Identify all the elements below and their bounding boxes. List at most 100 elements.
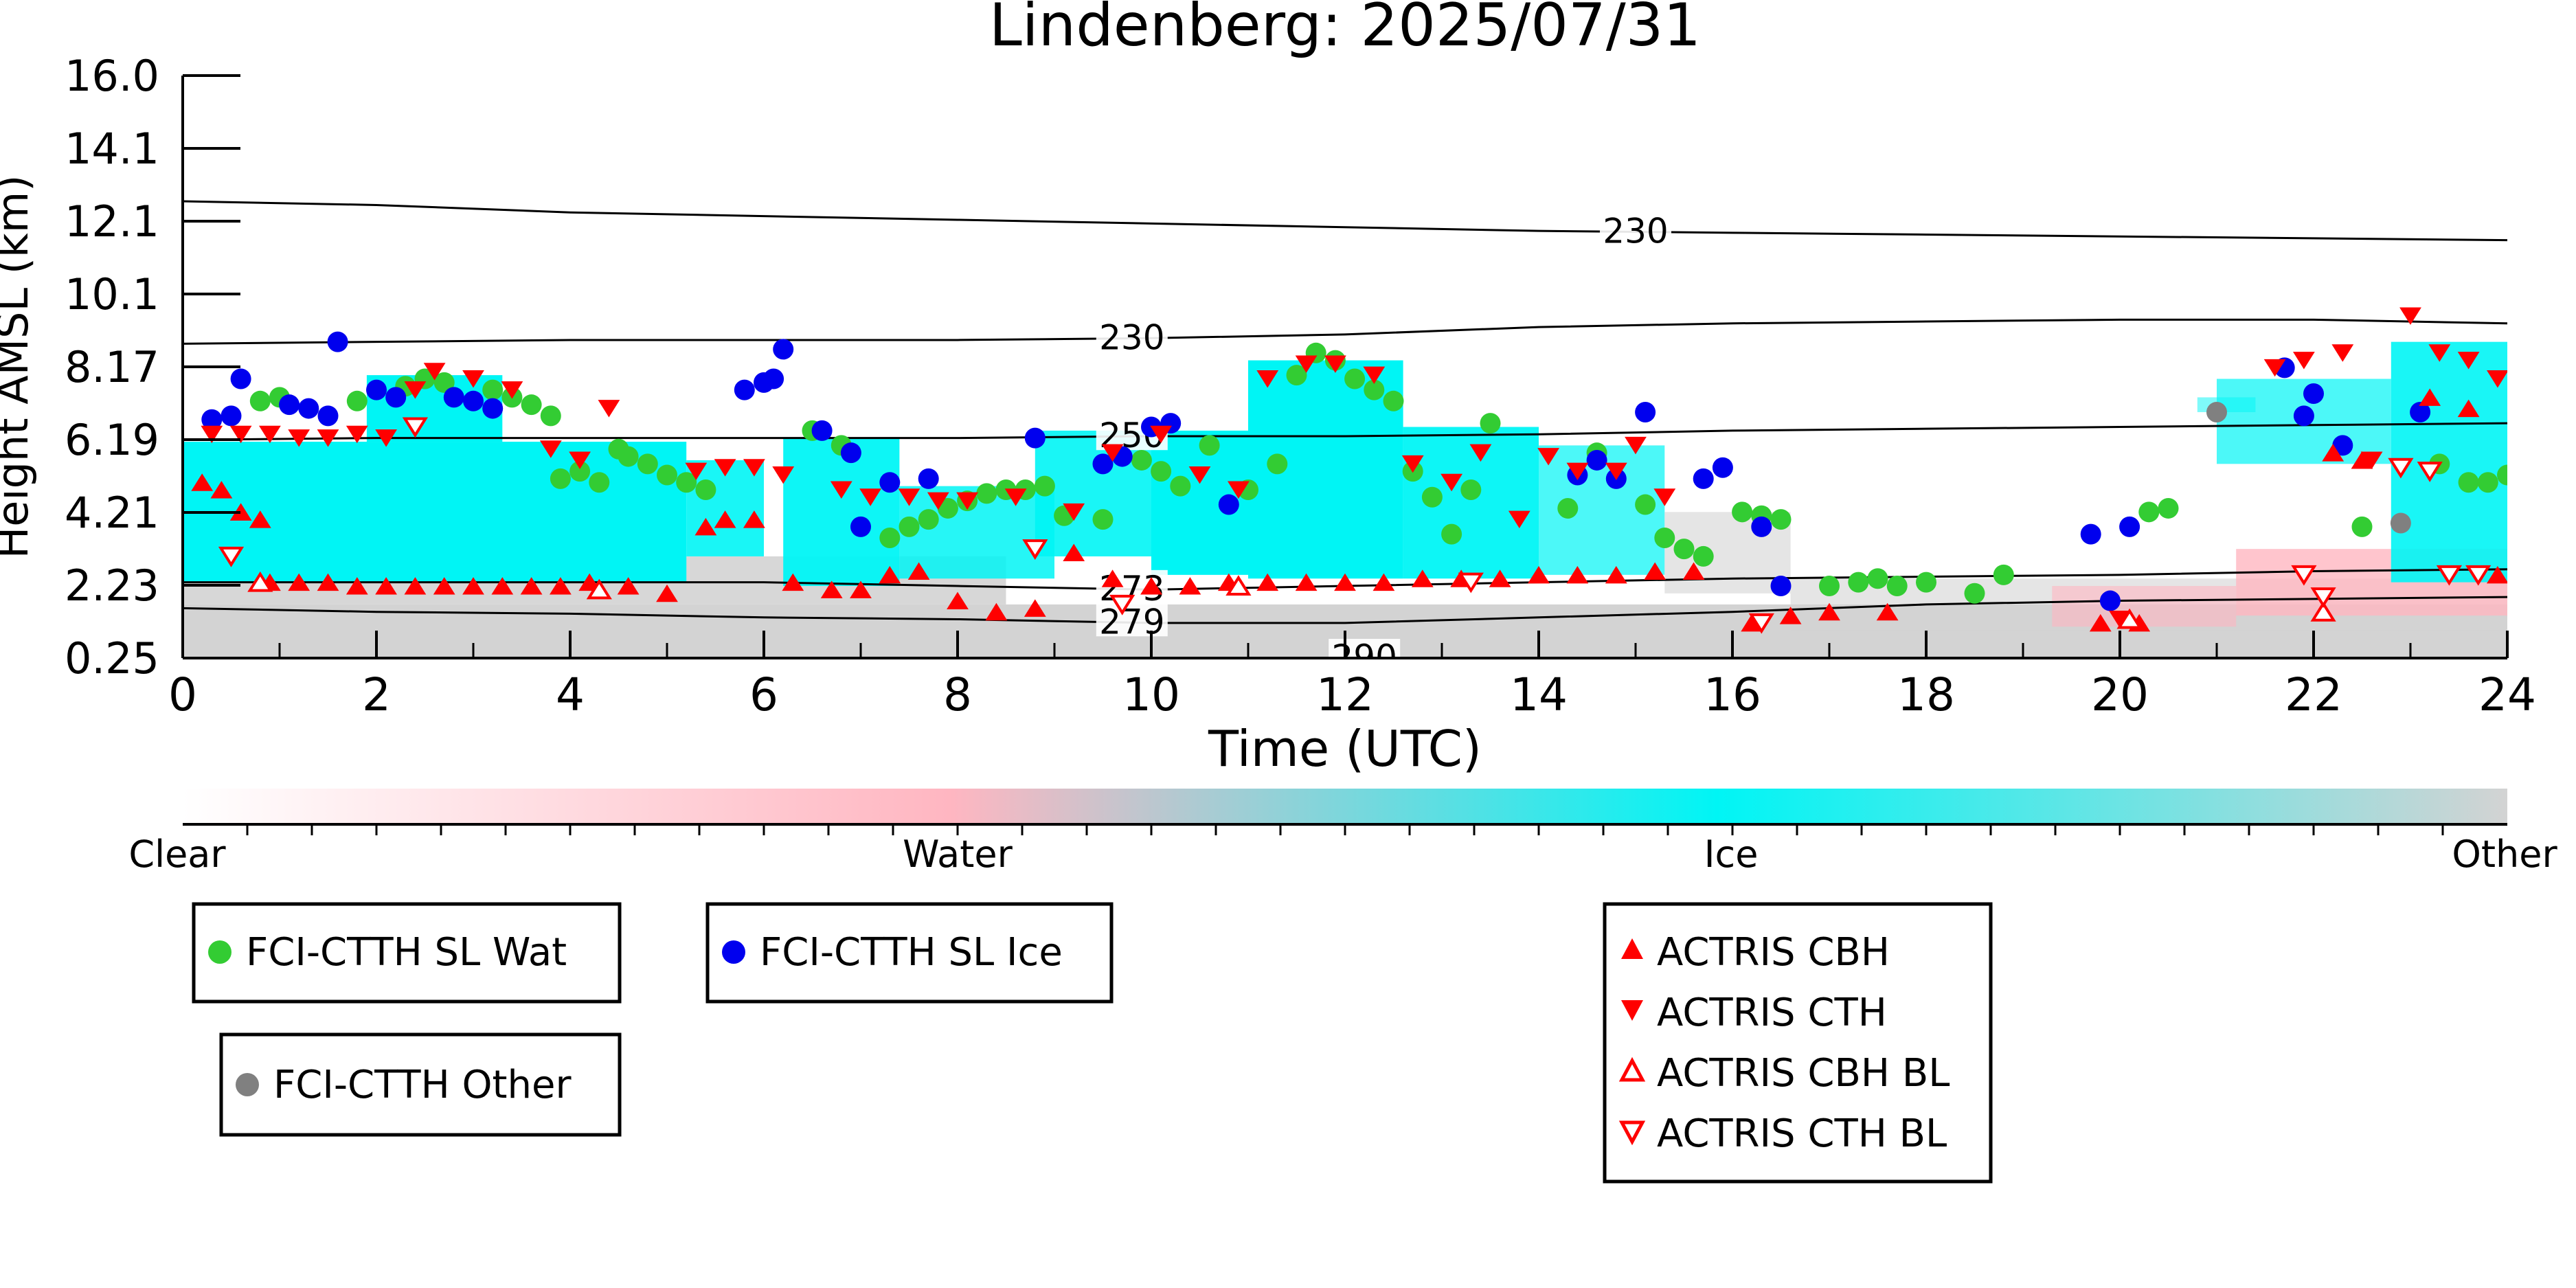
marker-fci-ctth-sl-wat xyxy=(433,372,455,393)
marker-fci-ctth-sl-ice xyxy=(2303,383,2324,405)
y-tick-label: 2.23 xyxy=(65,561,159,611)
marker-actris-cbh xyxy=(2089,613,2112,632)
x-tick-label: 8 xyxy=(943,668,972,721)
marker-actris-cth xyxy=(404,381,427,399)
cloud-mask-region xyxy=(183,442,687,583)
marker-actris-cbh xyxy=(1644,562,1667,580)
legend-label-wat: FCI-CTTH SL Wat xyxy=(246,930,567,975)
legend-marker-other xyxy=(236,1073,259,1096)
marker-actris-cbh xyxy=(346,577,368,595)
x-tick-label: 24 xyxy=(2478,668,2536,721)
marker-fci-ctth-sl-wat xyxy=(2477,472,2498,493)
marker-actris-cth xyxy=(1625,436,1647,455)
marker-fci-ctth-sl-wat xyxy=(1480,413,1501,434)
marker-fci-ctth-sl-wat xyxy=(1654,528,1675,549)
y-tick-label: 16.0 xyxy=(65,51,159,101)
marker-fci-ctth-sl-wat xyxy=(1693,545,1714,567)
marker-actris-cth xyxy=(1256,370,1279,388)
colorbar-ticks xyxy=(246,824,2444,835)
marker-actris-cth xyxy=(1150,425,1173,444)
marker-actris-cth xyxy=(346,425,368,444)
marker-actris-cbh xyxy=(1489,569,1511,587)
marker-fci-ctth-sl-wat xyxy=(1267,453,1288,475)
marker-actris-cth xyxy=(1605,462,1627,481)
marker-fci-ctth-sl-ice xyxy=(2080,523,2101,545)
marker-fci-ctth-sl-wat xyxy=(1916,572,1936,593)
legend-marker-ice xyxy=(722,940,745,964)
marker-fci-ctth-sl-ice xyxy=(850,516,871,537)
marker-fci-ctth-sl-wat xyxy=(1848,572,1869,593)
marker-fci-ctth-sl-wat xyxy=(937,497,958,519)
legend-label-cth-bl: ACTRIS CTH BL xyxy=(1657,1111,1947,1156)
marker-fci-ctth-sl-ice xyxy=(279,394,300,416)
marker-actris-cbh xyxy=(947,591,969,610)
x-tick-label: 14 xyxy=(1510,668,1568,721)
marker-fci-ctth-sl-ice xyxy=(734,379,755,400)
marker-fci-ctth-sl-wat xyxy=(1867,568,1888,589)
x-tick-label: 6 xyxy=(749,668,778,721)
marker-actris-cth xyxy=(859,488,882,506)
marker-fci-ctth-sl-ice xyxy=(763,368,784,389)
x-tick-label: 0 xyxy=(168,668,197,721)
marker-fci-ctth-sl-wat xyxy=(2497,464,2507,486)
marker-actris-cbh xyxy=(714,510,736,528)
marker-actris-cbh xyxy=(2419,388,2441,406)
marker-actris-cbh xyxy=(249,510,271,528)
marker-fci-ctth-sl-ice xyxy=(1693,468,1714,489)
marker-actris-cth xyxy=(2399,307,2421,325)
marker-actris-cth xyxy=(1537,448,1560,466)
legend-label-other: FCI-CTTH Other xyxy=(273,1063,572,1107)
cloud-mask-region xyxy=(1035,430,1151,556)
marker-actris-cth-bl xyxy=(1022,539,1048,560)
legend-box-other: FCI-CTTH Other xyxy=(219,1032,622,1137)
marker-fci-ctth-sl-wat xyxy=(550,468,571,489)
y-tick-label: 14.1 xyxy=(65,124,159,174)
marker-fci-ctth-sl-wat xyxy=(899,516,920,537)
colorbar-label-water: Water xyxy=(903,833,1013,876)
marker-fci-ctth-sl-wat xyxy=(1964,583,1985,604)
legend-marker-cth xyxy=(1621,1000,1643,1021)
marker-actris-cth xyxy=(501,381,523,399)
marker-fci-ctth-sl-wat xyxy=(521,394,542,416)
cloud-mask-field xyxy=(183,341,2507,658)
isotherm-line xyxy=(183,200,2507,242)
marker-actris-cth xyxy=(743,459,765,477)
colorbar-label-clear: Clear xyxy=(128,833,226,876)
marker-fci-ctth-sl-ice xyxy=(317,405,339,427)
marker-actris-cth xyxy=(1653,488,1676,506)
marker-fci-ctth-sl-wat xyxy=(569,461,591,482)
marker-actris-cth xyxy=(1363,366,1386,385)
marker-actris-cth xyxy=(598,400,620,418)
legend-marker-cbh xyxy=(1621,938,1643,959)
marker-actris-cbh xyxy=(1528,565,1550,584)
marker-actris-cbh xyxy=(1682,562,1705,580)
legend-label-ice: FCI-CTTH SL Ice xyxy=(760,930,1063,975)
marker-actris-cth xyxy=(2331,344,2354,362)
isotherm-label: 290 xyxy=(1331,637,1397,677)
marker-actris-cth xyxy=(2360,451,2383,469)
marker-actris-cth xyxy=(317,429,339,447)
marker-fci-ctth-sl-wat xyxy=(249,390,271,411)
marker-fci-ctth-sl-ice xyxy=(230,368,251,389)
marker-fci-ctth-sl-wat xyxy=(1441,523,1462,545)
marker-fci-ctth-sl-ice xyxy=(1024,427,1046,449)
marker-actris-cth-bl xyxy=(2291,565,2317,586)
marker-actris-cbh xyxy=(1101,569,1124,587)
marker-fci-ctth-sl-ice xyxy=(1635,401,1656,422)
marker-actris-cbh xyxy=(2322,444,2345,462)
marker-actris-cth-bl xyxy=(2417,462,2443,482)
marker-actris-cbh xyxy=(433,577,455,595)
marker-fci-ctth-sl-ice xyxy=(385,387,407,408)
marker-actris-cbh xyxy=(1818,602,1840,621)
x-ticks: 0 2 4 6 8 10 12 14 16 18 20 22 24 xyxy=(168,631,2536,721)
marker-actris-cth xyxy=(2428,344,2451,362)
chart-title: Lindenberg: 2025/07/31 xyxy=(989,0,1701,60)
x-tick-label: 22 xyxy=(2285,668,2342,721)
marker-fci-ctth-sl-wat xyxy=(1383,390,1404,411)
marker-actris-cbh xyxy=(617,577,640,595)
marker-fci-ctth-sl-ice xyxy=(918,468,939,489)
marker-fci-ctth-sl-ice xyxy=(2410,401,2431,422)
marker-actris-cth xyxy=(927,492,949,510)
marker-fci-ctth-sl-wat xyxy=(1286,365,1307,386)
